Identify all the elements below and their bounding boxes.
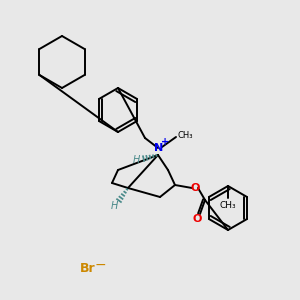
Text: N: N (154, 143, 164, 153)
Text: CH₃: CH₃ (177, 131, 193, 140)
Text: H: H (132, 155, 140, 165)
Text: H: H (110, 201, 118, 211)
Text: +: + (161, 137, 169, 147)
Text: O: O (192, 214, 202, 224)
Text: O: O (190, 183, 200, 193)
Text: CH₃: CH₃ (220, 200, 236, 209)
Text: −: − (94, 258, 106, 272)
Text: Br: Br (80, 262, 96, 275)
